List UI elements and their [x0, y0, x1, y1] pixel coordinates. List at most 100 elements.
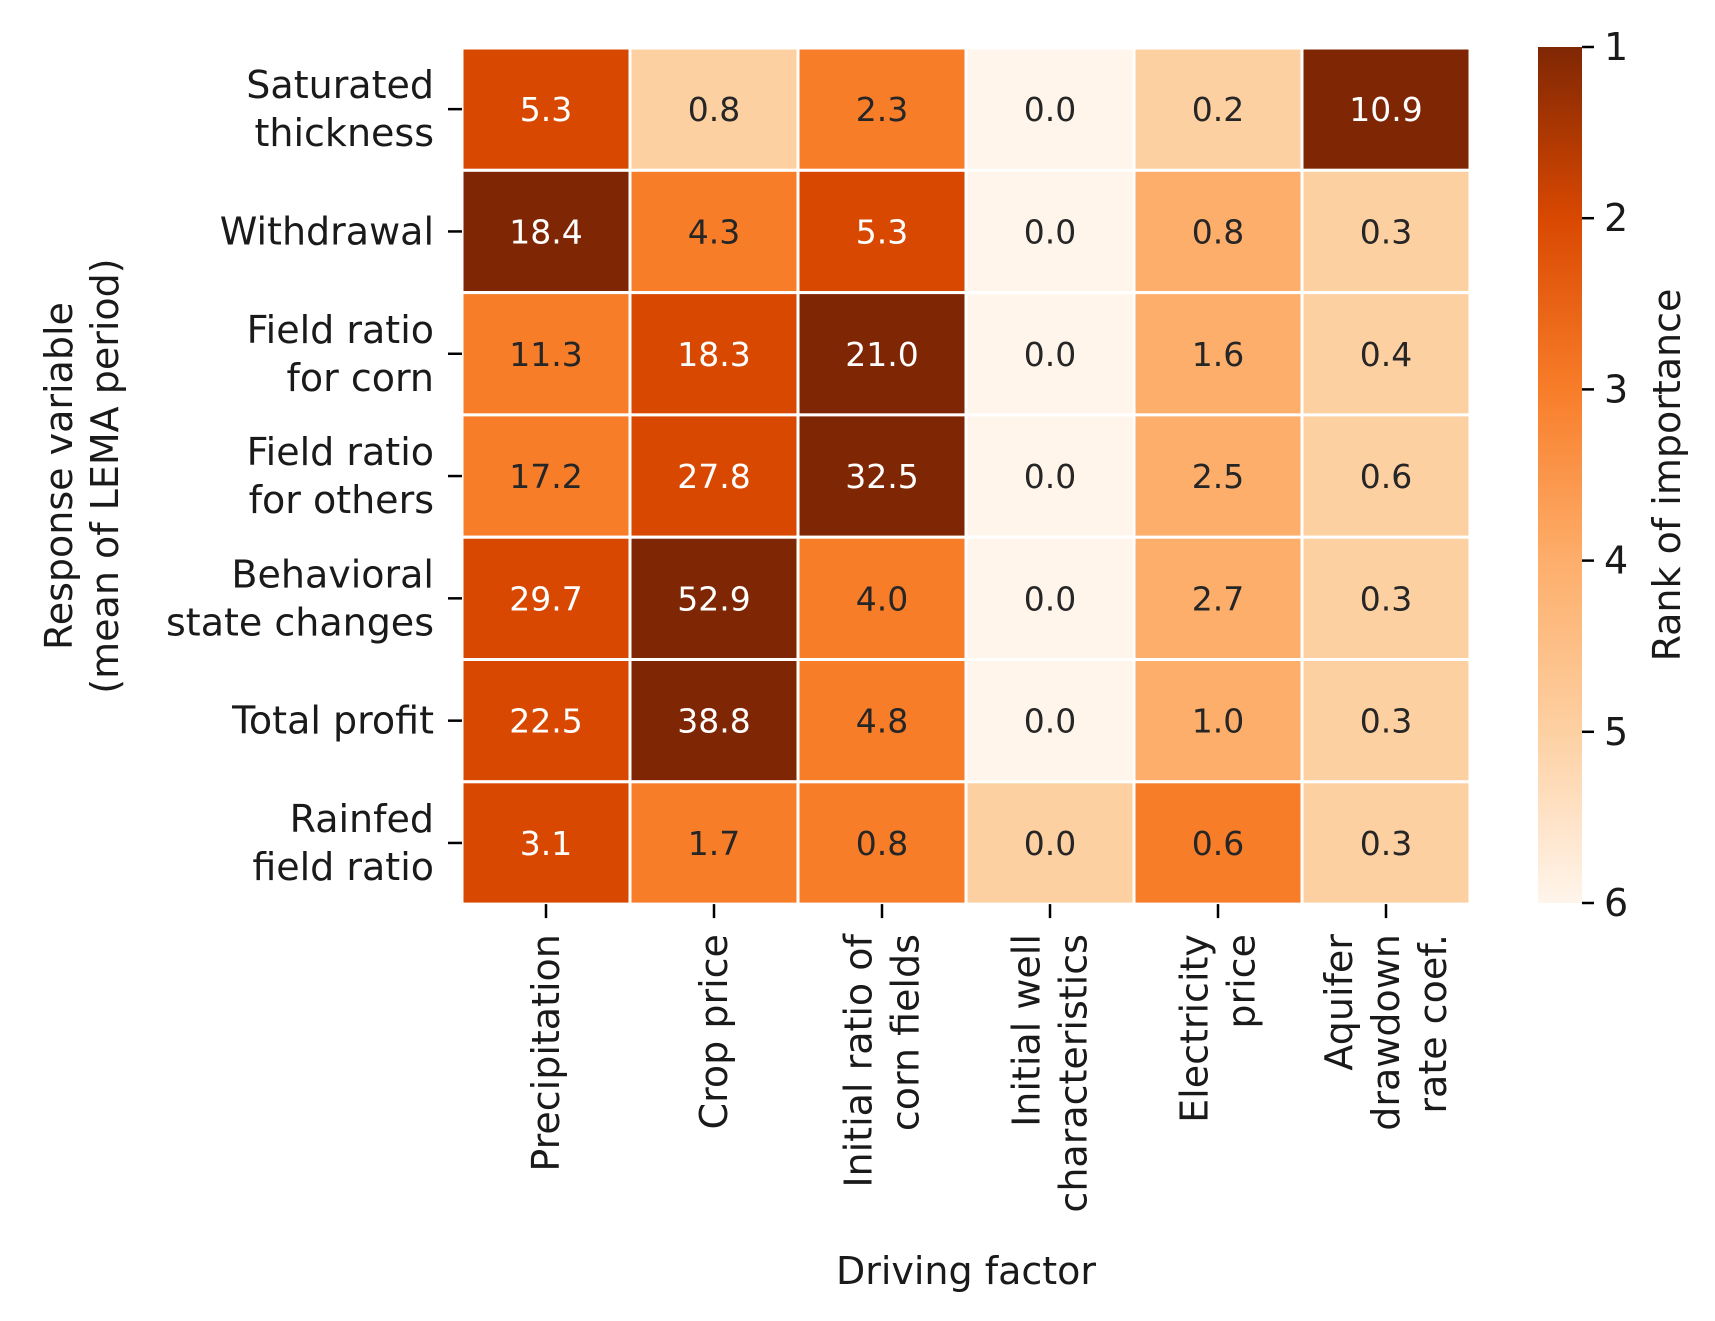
- cell-value-label: 18.4: [509, 212, 582, 251]
- heatmap-cell: [964, 291, 1136, 417]
- colorbar-label: Rank of importance: [1645, 289, 1689, 662]
- heatmap-cell: [628, 413, 800, 539]
- y-tick-label: thickness: [255, 111, 435, 155]
- cell-value-label: 0.0: [1024, 579, 1076, 618]
- x-tick-label: Precipitation: [524, 934, 568, 1172]
- heatmap-cell: [796, 535, 968, 662]
- colorbar-tick-label: 4: [1604, 539, 1628, 583]
- x-tick-label: Electricity: [1173, 934, 1217, 1123]
- cell-value-label: 21.0: [845, 335, 918, 374]
- x-tick-label: drawdown: [1364, 934, 1408, 1131]
- heatmap-cells: 5.3 0.8 2.3 0.0 0.2 10.9 18.4 4.3 5.3 0.0 0.8 0.3 11…: [460, 46, 1472, 906]
- colorbar-tick-label: 6: [1604, 881, 1628, 925]
- colorbar-tick-label: 2: [1604, 196, 1628, 240]
- y-tick-label: Total profit: [231, 699, 434, 743]
- colorbar-tick-label: 1: [1604, 25, 1628, 69]
- cell-value-label: 4.3: [688, 212, 740, 251]
- cell-value-label: 38.8: [677, 702, 750, 741]
- cell-value-label: 3.1: [520, 824, 572, 863]
- heatmap-cell: [628, 291, 800, 417]
- heatmap-cell: [1300, 658, 1472, 784]
- cell-value-label: 0.8: [856, 824, 908, 863]
- cell-value-label: 4.0: [856, 579, 908, 618]
- cell-value-label: 1.0: [1192, 702, 1244, 741]
- x-tick-label: characteristics: [1052, 934, 1096, 1212]
- y-tick-label: Saturated: [246, 63, 434, 107]
- heatmap-cell: [796, 780, 968, 906]
- heatmap-cell: [796, 46, 968, 172]
- cell-value-label: 1.7: [688, 824, 740, 863]
- cell-value-label: 0.3: [1360, 579, 1412, 618]
- colorbar: 1 2 3 4 5 6 Rank of importance: [1538, 25, 1689, 925]
- heatmap-cell: [1300, 46, 1472, 172]
- cell-value-label: 29.7: [509, 579, 582, 618]
- cell-value-label: 0.2: [1192, 90, 1244, 129]
- heatmap-cell: [1300, 535, 1472, 662]
- y-axis-label: (mean of LEMA period): [83, 258, 127, 693]
- heatmap-cell: [964, 413, 1136, 539]
- cell-value-label: 0.8: [1192, 212, 1244, 251]
- cell-value-label: 0.3: [1360, 824, 1412, 863]
- heatmap-cell: [1132, 413, 1304, 539]
- cell-value-label: 0.6: [1360, 457, 1412, 496]
- x-tick-label: corn fields: [884, 934, 928, 1131]
- y-tick-label: Field ratio: [247, 308, 434, 352]
- cell-value-label: 11.3: [509, 335, 582, 374]
- cell-value-label: 22.5: [509, 702, 582, 741]
- heatmap-cell: [964, 168, 1136, 295]
- y-tick-label: for corn: [286, 356, 434, 400]
- y-tick-label: field ratio: [252, 845, 434, 889]
- cell-value-label: 1.6: [1192, 335, 1244, 374]
- y-axis-label: Response variable: [37, 302, 81, 650]
- cell-value-label: 2.7: [1192, 579, 1244, 618]
- heatmap-cell: [460, 413, 632, 539]
- heatmap-cell: [1300, 168, 1472, 295]
- y-tick-label: Rainfed: [290, 797, 434, 841]
- cell-value-label: 52.9: [677, 579, 750, 618]
- cell-value-label: 4.8: [856, 702, 908, 741]
- heatmap-cell: [964, 780, 1136, 906]
- cell-value-label: 10.9: [1349, 90, 1422, 129]
- cell-value-label: 0.8: [688, 90, 740, 129]
- heatmap-cell: [1132, 535, 1304, 662]
- x-tick-label: Initial well: [1005, 934, 1049, 1127]
- column-labels: Precipitation Crop price Initial ratio of c…: [524, 904, 1455, 1213]
- heatmap-cell: [460, 658, 632, 784]
- cell-value-label: 0.0: [1024, 90, 1076, 129]
- cell-value-label: 2.3: [856, 90, 908, 129]
- y-tick-label: Field ratio: [247, 430, 434, 474]
- x-tick-label: Crop price: [692, 934, 736, 1129]
- heatmap-cell: [1300, 780, 1472, 906]
- colorbar-gradient: [1538, 47, 1582, 903]
- heatmap-cell: [1132, 291, 1304, 417]
- y-tick-label: state changes: [166, 600, 434, 644]
- y-tick-label: Behavioral: [231, 552, 434, 596]
- cell-value-label: 2.5: [1192, 457, 1244, 496]
- cell-value-label: 0.0: [1024, 702, 1076, 741]
- heatmap-cell: [964, 535, 1136, 662]
- heatmap-cell: [1300, 413, 1472, 539]
- x-tick-label: price: [1220, 934, 1264, 1029]
- cell-value-label: 0.4: [1360, 335, 1412, 374]
- cell-value-label: 27.8: [677, 457, 750, 496]
- x-tick-label: Aquifer: [1317, 934, 1361, 1071]
- heatmap-cell: [796, 413, 968, 539]
- cell-value-label: 5.3: [520, 90, 572, 129]
- y-tick-label: for others: [249, 478, 434, 522]
- cell-value-label: 0.0: [1024, 335, 1076, 374]
- cell-value-label: 0.6: [1192, 824, 1244, 863]
- cell-value-label: 5.3: [856, 212, 908, 251]
- x-axis-label: Driving factor: [836, 1249, 1096, 1293]
- heatmap-cell: [628, 168, 800, 295]
- cell-value-label: 0.3: [1360, 702, 1412, 741]
- cell-value-label: 18.3: [677, 335, 750, 374]
- cell-value-label: 0.0: [1024, 457, 1076, 496]
- heatmap-cell: [460, 46, 632, 172]
- y-tick-label: Withdrawal: [220, 209, 434, 253]
- colorbar-tick-label: 5: [1604, 710, 1628, 754]
- heatmap-cell: [628, 46, 800, 172]
- heatmap-cell: [1300, 291, 1472, 417]
- cell-value-label: 17.2: [509, 457, 582, 496]
- axis-labels: Driving factor Response variable (mean of …: [37, 258, 1096, 1293]
